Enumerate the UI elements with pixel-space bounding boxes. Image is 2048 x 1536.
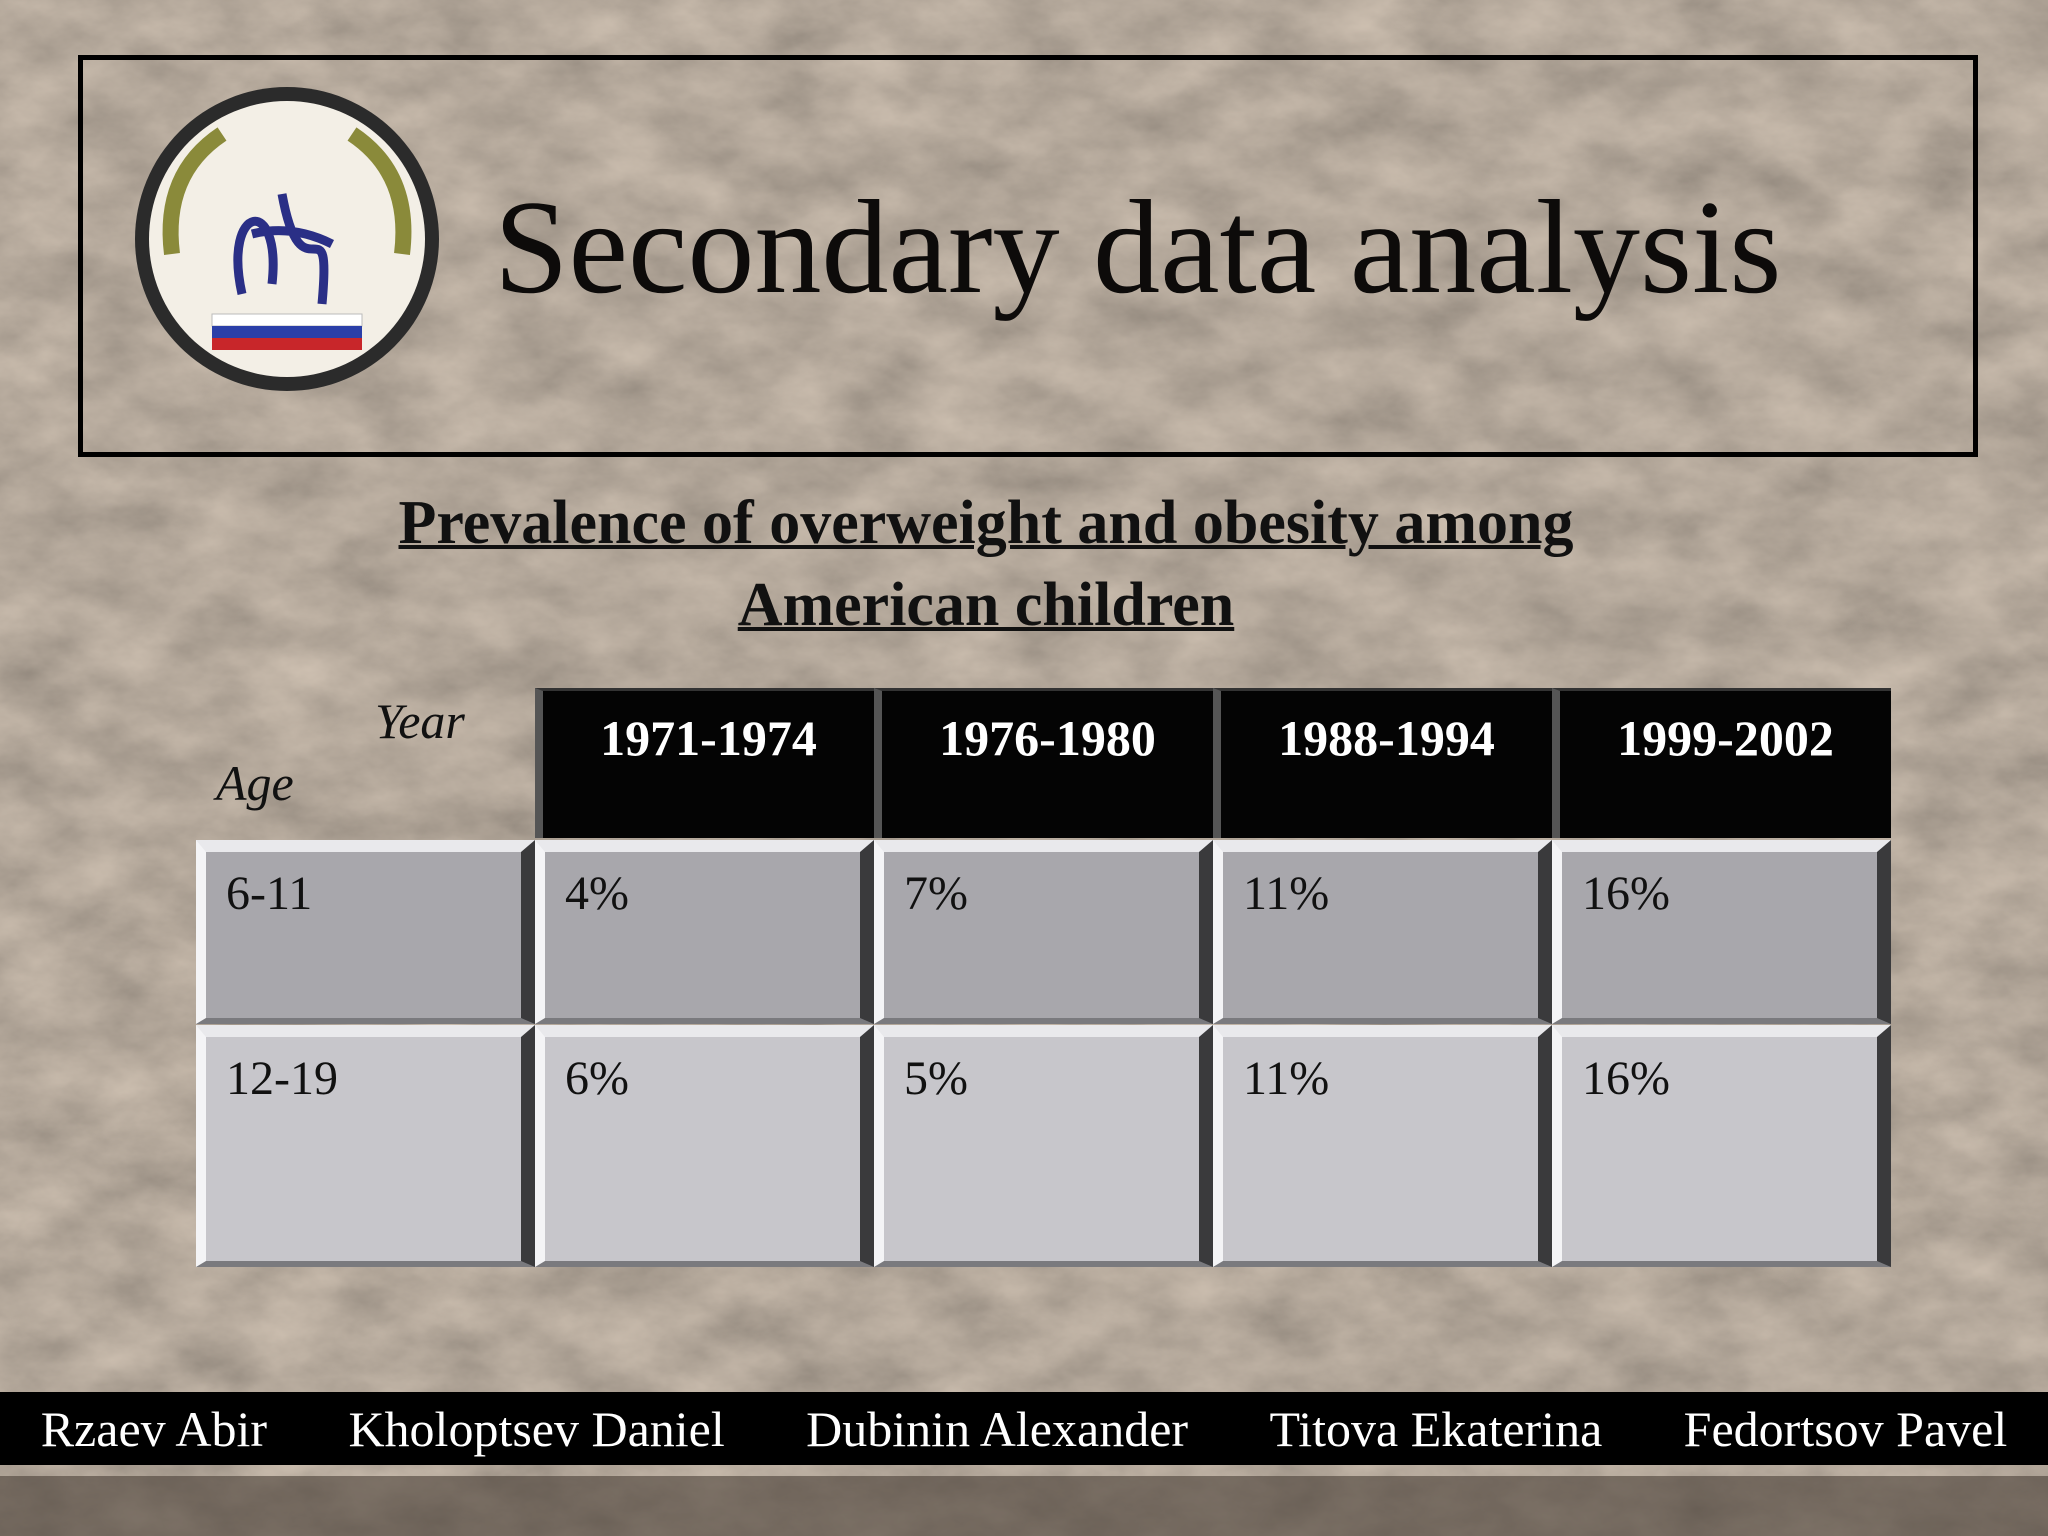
author-name: Dubinin Alexander [806,1400,1189,1457]
table-cell: 11% [1213,840,1552,1024]
logo-monogram [233,193,335,305]
author-name: Fedortsov Pavel [1683,1400,2008,1457]
column-header: 1988-1994 [1213,688,1552,838]
row-header: 6-11 [196,840,535,1024]
corner-label: Age [216,755,294,811]
author-name: Rzaev Abir [40,1400,268,1457]
table-cell: 11% [1213,1025,1552,1267]
column-header: 1999-2002 [1552,688,1891,838]
table-cell: 16% [1552,1025,1891,1267]
table-cell: 16% [1552,840,1891,1024]
author-name: Titova Ekaterina [1269,1400,1603,1457]
header-frame [78,55,1978,457]
column-header: 1971-1974 [535,688,874,838]
logo-face [149,101,425,377]
footer: Rzaev Abir Kholoptsev Daniel Dubinin Alexa… [0,1392,2048,1465]
logo-flag [211,313,363,327]
table-cell: 7% [874,840,1213,1024]
corner-label: Year [375,693,465,749]
table-cell: 5% [874,1025,1213,1267]
table-cell: 6% [535,1025,874,1267]
table-caption: American children [737,571,1235,639]
logo-wreath [162,127,227,255]
logo-flag [212,326,362,338]
author-name: Kholoptsev Daniel [348,1400,725,1457]
logo-flag [212,338,362,350]
table-cell: 4% [535,840,874,1024]
table-caption: Prevalence of overweight and obesity amo… [398,489,1574,557]
logo-wreath [347,127,412,255]
logo [135,87,439,391]
column-header: 1976-1980 [874,688,1213,838]
row-header: 12-19 [196,1025,535,1267]
slide-title: Secondary data analysis [494,173,1782,321]
bottom-band [0,1476,2048,1536]
